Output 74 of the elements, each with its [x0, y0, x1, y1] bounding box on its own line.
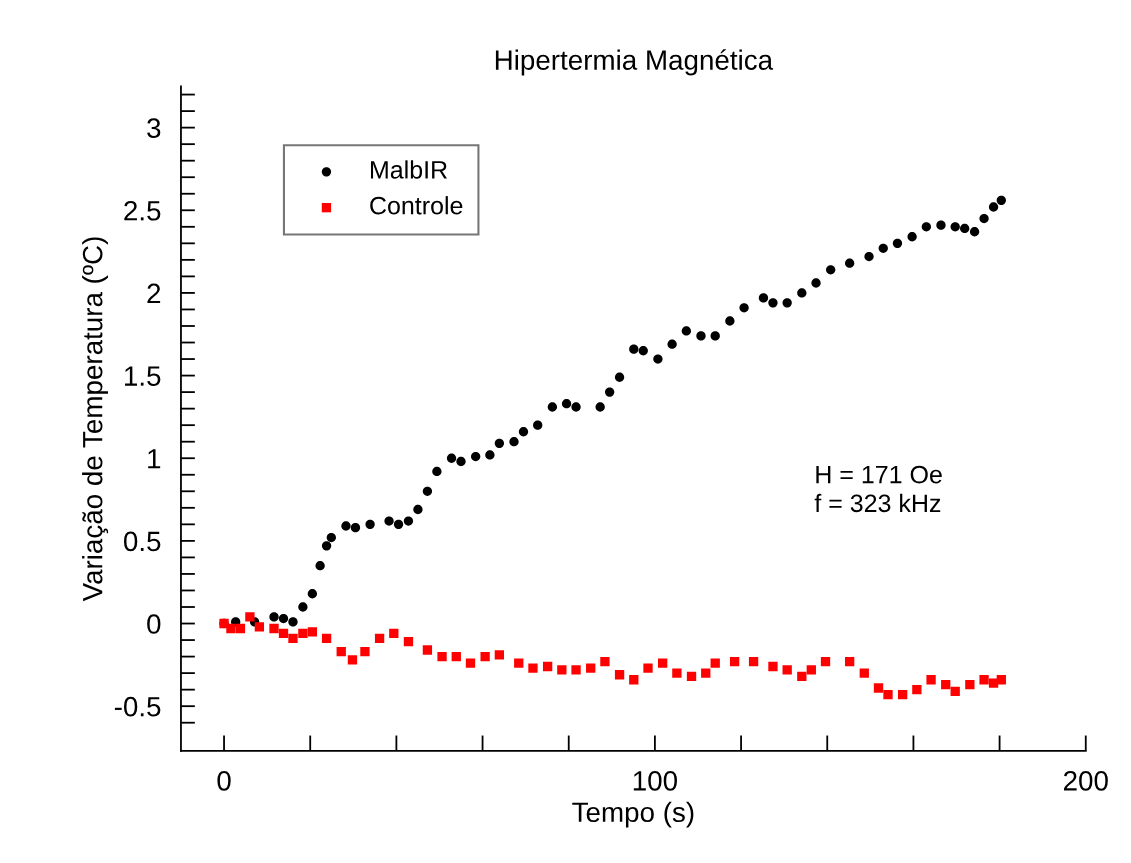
y-axis-title: Variação de Temperatura (ºC): [82, 237, 109, 602]
point: [514, 658, 524, 668]
point: [912, 684, 922, 695]
point: [979, 675, 989, 685]
x-axis-title: Tempo (s): [572, 801, 694, 828]
point: [437, 651, 447, 662]
point: [950, 686, 960, 696]
point: [859, 668, 869, 678]
point: [480, 651, 490, 662]
point: [701, 668, 711, 678]
point: [965, 680, 975, 690]
y-tick-label: 2: [147, 283, 161, 303]
annotation: H = 171 Oe f = 323 kHz: [814, 465, 942, 513]
x-tick-label: 0: [217, 770, 231, 791]
point: [729, 656, 740, 667]
point: [614, 670, 625, 680]
point: [672, 668, 682, 678]
point: [844, 656, 855, 667]
point: [748, 656, 759, 667]
point: [336, 646, 346, 657]
y-tick-label: 2.5: [124, 200, 161, 221]
legend-label: Controle: [370, 196, 463, 215]
x-tick-label: 200: [1063, 770, 1108, 791]
point: [422, 645, 433, 655]
point: [883, 689, 893, 700]
point: [768, 661, 778, 672]
point: [996, 675, 1006, 685]
point: [686, 671, 697, 682]
chart-title: Hipertermia Magnética: [495, 49, 774, 76]
point: [389, 628, 399, 639]
y-tick-label: 3: [147, 118, 161, 138]
point: [278, 628, 289, 639]
point: [820, 656, 831, 667]
point: [374, 633, 385, 644]
point: [797, 671, 807, 682]
point: [269, 623, 279, 634]
point: [941, 680, 951, 690]
y-tick-label: 1.5: [125, 366, 161, 386]
point: [806, 665, 816, 675]
x-tick-label: 100: [633, 770, 677, 791]
point: [643, 663, 653, 673]
point: [873, 683, 884, 693]
point: [571, 665, 581, 675]
y-tick-label: 1: [148, 449, 161, 469]
legend-label: MalbIR: [370, 160, 447, 179]
point: [586, 663, 596, 673]
point: [658, 658, 668, 668]
point: [782, 665, 792, 675]
point: [347, 655, 358, 665]
point: [403, 637, 414, 647]
point: [465, 658, 476, 668]
point: [360, 646, 370, 657]
point: [288, 633, 298, 644]
point: [254, 622, 265, 632]
point: [542, 661, 553, 672]
point: [226, 623, 236, 634]
y-tick-label: 0.5: [123, 531, 161, 552]
point: [988, 678, 999, 688]
point: [926, 675, 936, 685]
point: [451, 651, 461, 662]
point: [235, 623, 246, 634]
point: [600, 656, 610, 667]
point: [298, 628, 308, 639]
point: [528, 663, 538, 673]
point: [307, 627, 318, 637]
point: [494, 650, 505, 660]
point: [897, 689, 908, 700]
point: [629, 675, 639, 685]
y-tick-label: 0: [147, 614, 161, 634]
point: [710, 658, 720, 668]
point: [557, 665, 567, 675]
point: [321, 633, 332, 644]
y-tick-label: -0.5: [114, 696, 161, 717]
point: [245, 612, 255, 622]
